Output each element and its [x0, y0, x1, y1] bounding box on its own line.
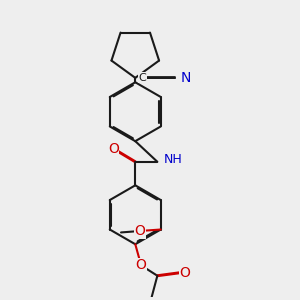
Text: NH: NH — [164, 153, 183, 166]
Text: O: O — [135, 224, 146, 238]
Text: O: O — [108, 142, 118, 155]
Text: C: C — [139, 73, 146, 83]
Text: O: O — [179, 266, 190, 280]
Text: N: N — [180, 71, 191, 85]
Text: O: O — [136, 258, 147, 272]
